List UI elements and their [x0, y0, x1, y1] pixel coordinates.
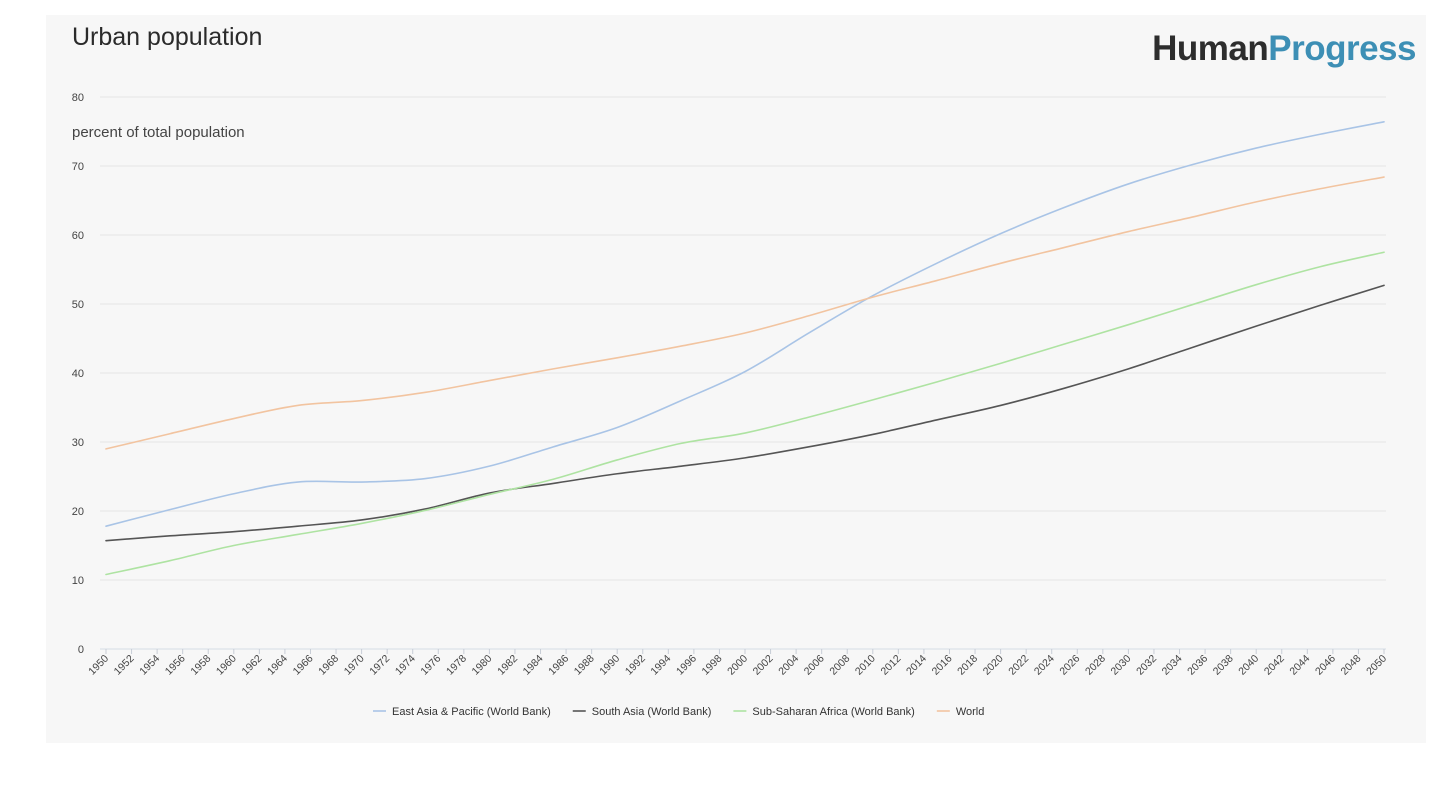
series-line-1 — [105, 284, 1385, 542]
x-tick-label: 1978 — [444, 653, 469, 678]
series-line-3 — [105, 176, 1385, 450]
x-tick-label: 1974 — [393, 653, 418, 678]
x-tick-label: 1960 — [214, 653, 239, 678]
y-tick-label: 0 — [78, 644, 84, 656]
series-line-0 — [105, 121, 1385, 527]
x-tick-label: 2034 — [1160, 653, 1185, 678]
x-tick-label: 2018 — [955, 653, 980, 678]
x-tick-label: 2010 — [853, 653, 878, 678]
x-tick-label: 2040 — [1236, 653, 1261, 678]
legend-label-1: South Asia (World Bank) — [592, 706, 712, 718]
x-tick-label: 2026 — [1057, 653, 1082, 678]
x-tick-label: 2008 — [827, 653, 852, 678]
x-tick-label: 2020 — [981, 653, 1006, 678]
x-tick-label: 1996 — [674, 653, 699, 678]
legend: East Asia & Pacific (World Bank) South As… — [373, 706, 984, 718]
y-tick-label: 70 — [72, 161, 84, 173]
x-tick-label: 2048 — [1339, 653, 1364, 678]
x-tick-label: 2046 — [1313, 653, 1338, 678]
x-tick-label: 1972 — [367, 653, 392, 678]
brand-logo: HumanProgress — [1152, 29, 1416, 69]
chart-title: Urban population — [72, 23, 263, 51]
x-tick-label: 2016 — [930, 653, 955, 678]
x-tick-label: 1988 — [572, 653, 597, 678]
legend-label-0: East Asia & Pacific (World Bank) — [392, 706, 551, 718]
x-tick-label: 2036 — [1185, 653, 1210, 678]
x-tick-label: 1994 — [648, 653, 673, 678]
x-axis: 1950 1952 1954 1956 1958 1960 1962 1964 1966 1968… — [86, 648, 1389, 678]
x-tick-label: 1992 — [623, 653, 648, 678]
x-tick-label: 2002 — [751, 653, 776, 678]
legend-label-3: World — [956, 706, 985, 718]
brand-part-1: Human — [1152, 29, 1269, 68]
x-tick-label: 1990 — [597, 653, 622, 678]
x-tick-label: 1968 — [316, 653, 341, 678]
y-axis: 0 10 20 30 40 50 60 70 80 — [72, 92, 84, 656]
y-tick-label: 80 — [72, 92, 84, 104]
x-tick-label: 2030 — [1109, 653, 1134, 678]
y-axis-label: percent of total population — [72, 124, 245, 141]
legend-label-2: Sub-Saharan Africa (World Bank) — [752, 706, 914, 718]
x-tick-label: 2044 — [1287, 653, 1312, 678]
x-tick-label: 2032 — [1134, 653, 1159, 678]
x-tick-label: 1986 — [546, 653, 571, 678]
x-tick-label: 2050 — [1364, 653, 1389, 678]
x-tick-label: 2000 — [725, 653, 750, 678]
x-tick-label: 2028 — [1083, 653, 1108, 678]
x-tick-label: 1958 — [188, 653, 213, 678]
x-tick-label: 2038 — [1211, 653, 1236, 678]
x-tick-label: 2006 — [802, 653, 827, 678]
brand-part-2: Progress — [1268, 29, 1416, 68]
x-tick-label: 1976 — [418, 653, 443, 678]
x-tick-label: 1970 — [342, 653, 367, 678]
y-tick-label: 40 — [72, 368, 84, 380]
y-tick-label: 30 — [72, 437, 84, 449]
y-tick-label: 60 — [72, 230, 84, 242]
x-tick-label: 2004 — [776, 653, 801, 678]
x-tick-label: 1980 — [470, 653, 495, 678]
x-tick-label: 1950 — [86, 653, 111, 678]
x-tick-label: 1954 — [137, 653, 162, 678]
y-tick-label: 50 — [72, 299, 84, 311]
x-tick-label: 2022 — [1006, 653, 1031, 678]
x-tick-label: 1998 — [700, 653, 725, 678]
x-tick-label: 1984 — [521, 653, 546, 678]
chart-card: Urban population HumanProgress 0 10 20 30 40… — [46, 15, 1426, 743]
x-tick-label: 2012 — [878, 653, 903, 678]
x-tick-label: 1966 — [291, 653, 316, 678]
y-tick-label: 10 — [72, 575, 84, 587]
x-tick-label: 1956 — [163, 653, 188, 678]
x-tick-label: 2042 — [1262, 653, 1287, 678]
y-tick-label: 20 — [72, 506, 84, 518]
x-tick-label: 1982 — [495, 653, 520, 678]
series-lines — [105, 121, 1385, 576]
x-tick-label: 2024 — [1032, 653, 1057, 678]
series-line-2 — [105, 251, 1385, 576]
x-tick-label: 1964 — [265, 653, 290, 678]
x-tick-label: 1952 — [112, 653, 137, 678]
x-tick-label: 2014 — [904, 653, 929, 678]
x-tick-label: 1962 — [239, 653, 264, 678]
